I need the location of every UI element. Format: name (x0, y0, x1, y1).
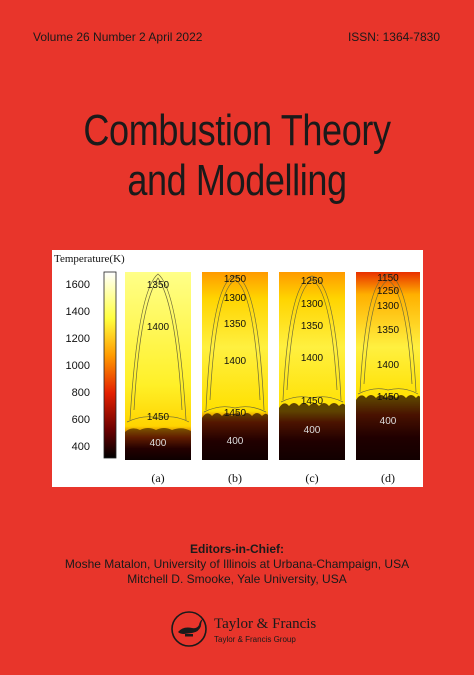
cover-figure: Temperature(K) 1600 1400 1200 1000 800 6… (52, 250, 423, 487)
panel-letter: (a) (151, 471, 164, 485)
editors-heading: Editors-in-Chief: (190, 542, 284, 556)
colorbar-tick: 800 (72, 387, 90, 399)
colorbar-tick: 1000 (66, 360, 90, 372)
temperature-field-figure: Temperature(K) 1600 1400 1200 1000 800 6… (54, 253, 420, 485)
contour-label: 1350 (377, 325, 400, 336)
panel-letter: (b) (228, 471, 242, 485)
editor-1: Moshe Matalon, University of Illinois at… (64, 557, 410, 571)
contour-label: 1150 (377, 273, 399, 284)
contour-label: 1350 (147, 280, 170, 291)
lamp-icon (171, 611, 207, 647)
contour-label: 1400 (377, 360, 400, 371)
issn: ISSN: 1364-7830 (347, 30, 440, 44)
panel-letter: (c) (305, 471, 318, 485)
publisher-logo: Taylor & Francis Taylor & Francis Group (170, 610, 350, 650)
colorbar-tick: 600 (72, 414, 90, 426)
panel-letter: (d) (381, 471, 395, 485)
colorbar-tick: 1400 (66, 306, 90, 318)
contour-label: 1400 (147, 322, 170, 333)
contour-label: 400 (304, 425, 321, 436)
publisher-name: Taylor & Francis (214, 616, 317, 632)
contour-label: 1300 (301, 299, 324, 310)
contour-label: 1450 (224, 408, 247, 419)
colorbar-label: Temperature(K) (54, 253, 125, 265)
contour-label: 1400 (301, 353, 324, 364)
colorbar-tick: 1200 (66, 333, 90, 345)
contour-label: 1250 (377, 286, 400, 297)
issue-info: Volume 26 Number 2 April 2022 (33, 30, 203, 44)
contour-label: 1350 (224, 319, 247, 330)
panel-d: 1150 1250 1300 1350 1400 1450 400 (d) (356, 272, 420, 485)
panel-b: 1250 1300 1350 1400 1450 400 (b) (202, 272, 268, 485)
contour-label: 1250 (301, 276, 324, 287)
contour-label: 1400 (224, 356, 247, 367)
contour-label: 1300 (224, 293, 247, 304)
colorbar-tick: 400 (72, 441, 90, 453)
journal-title-line-2: and Modelling (127, 156, 347, 205)
contour-label: 400 (227, 436, 244, 447)
panel-c: 1250 1300 1350 1400 1450 400 (c) (279, 272, 345, 485)
contour-label: 400 (150, 438, 167, 449)
colorbar (103, 271, 117, 459)
contour-label: 1250 (224, 274, 247, 285)
contour-label: 1300 (377, 301, 400, 312)
contour-label: 400 (380, 416, 397, 427)
contour-label: 1450 (377, 392, 400, 403)
colorbar-tick: 1600 (66, 279, 90, 291)
panel-a: 1350 1400 1450 400 (a) (125, 272, 191, 485)
contour-label: 1450 (147, 412, 170, 423)
contour-label: 1350 (301, 321, 324, 332)
editor-2: Mitchell D. Smooke, Yale University, USA (127, 572, 347, 586)
publisher-group: Taylor & Francis Group (214, 635, 296, 644)
journal-title-line-1: Combustion Theory (83, 106, 391, 155)
contour-label: 1450 (301, 396, 324, 407)
